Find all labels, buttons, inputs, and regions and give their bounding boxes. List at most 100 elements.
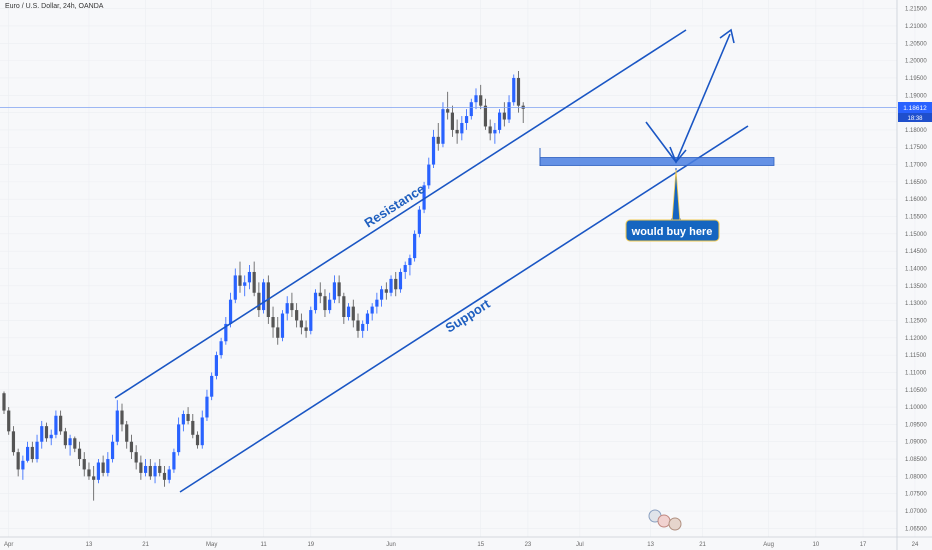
- candle-body: [507, 102, 511, 120]
- candle: [228, 292, 233, 328]
- candle: [370, 303, 374, 321]
- candle-body: [460, 122, 464, 134]
- candle-body: [446, 109, 450, 113]
- candle-body: [44, 426, 49, 439]
- candle: [21, 455, 25, 480]
- candle-body: [26, 446, 30, 461]
- candle: [389, 275, 393, 297]
- time-tick-label: 21: [142, 542, 149, 548]
- event-icons[interactable]: [648, 509, 682, 531]
- candle: [129, 434, 134, 460]
- candle: [35, 434, 39, 463]
- projection-arrow[interactable]: [645, 28, 735, 164]
- candle: [219, 337, 223, 359]
- candle-body: [238, 275, 242, 286]
- candle-body: [7, 410, 11, 432]
- event-icon[interactable]: [668, 517, 682, 531]
- candle-body: [191, 420, 195, 435]
- candle-body: [346, 306, 351, 318]
- candle-body: [323, 296, 327, 311]
- candle: [408, 254, 412, 276]
- candle-body: [252, 271, 256, 293]
- candle: [40, 420, 44, 449]
- price-axis[interactable]: 1.06500 1.07000 1.07500 1.08000 1.08500 1.090…: [896, 0, 927, 550]
- price-badge-value: 1.18612: [903, 105, 927, 112]
- candle: [299, 313, 303, 335]
- candle: [68, 434, 72, 456]
- price-tick-label: 1.13500: [905, 284, 927, 290]
- candle: [11, 426, 16, 456]
- candle-body: [389, 278, 393, 293]
- candle: [328, 292, 332, 314]
- candle-body: [479, 95, 483, 106]
- candle-body: [73, 438, 77, 449]
- candle-body: [82, 459, 86, 470]
- event-icon[interactable]: [657, 514, 671, 528]
- candle: [446, 91, 450, 120]
- candle: [295, 303, 299, 328]
- candle-body: [96, 462, 100, 480]
- candle: [195, 431, 200, 449]
- candle: [139, 455, 143, 480]
- price-tick-label: 1.10500: [905, 388, 927, 394]
- candle-body: [205, 396, 209, 418]
- candle: [436, 122, 440, 151]
- candle: [375, 292, 379, 314]
- time-tick-label: 23: [525, 542, 532, 548]
- price-tick-label: 1.20500: [905, 41, 927, 47]
- price-tick-label: 1.19500: [905, 76, 927, 82]
- candle-body: [299, 320, 303, 328]
- candle: [290, 292, 294, 318]
- candle: [365, 310, 370, 331]
- candle: [398, 268, 403, 293]
- candle: [483, 98, 488, 130]
- candle-body: [110, 441, 115, 460]
- price-tick-label: 1.15500: [905, 215, 927, 221]
- price-tick-label: 1.11500: [905, 353, 927, 359]
- candle-body: [200, 417, 204, 446]
- time-tick-label: 10: [812, 542, 819, 548]
- candle: [498, 109, 502, 134]
- candle-body: [125, 424, 129, 442]
- time-axis[interactable]: Apr1321May1119Jun1523Jul1321Aug101724Sep…: [0, 536, 932, 548]
- candle: [30, 441, 34, 463]
- candle-body: [332, 282, 336, 300]
- candle: [332, 275, 336, 304]
- candle: [431, 129, 436, 169]
- candle-body: [129, 441, 134, 453]
- candle-body: [408, 258, 412, 266]
- candle: [186, 407, 190, 425]
- price-tick-label: 1.09500: [905, 422, 927, 428]
- candle-body: [365, 313, 370, 324]
- buy-zone[interactable]: [539, 157, 775, 166]
- time-tick-label: May: [206, 542, 217, 548]
- candle-body: [224, 323, 228, 342]
- candle-body: [120, 410, 124, 425]
- candle-body: [342, 296, 346, 318]
- candle: [309, 306, 313, 335]
- candle-body: [304, 327, 308, 331]
- price-tick-label: 1.11000: [905, 370, 927, 376]
- candle-body: [498, 112, 502, 130]
- candle-body: [68, 438, 72, 446]
- candle: [474, 88, 478, 110]
- time-tick-label: Apr: [4, 542, 13, 548]
- price-tick-label: 1.14500: [905, 249, 927, 255]
- candle: [479, 84, 483, 110]
- candle: [106, 452, 110, 477]
- callout[interactable]: would buy here: [625, 168, 720, 242]
- candle: [200, 410, 204, 449]
- candle: [323, 289, 327, 318]
- resistance-line[interactable]: [114, 29, 687, 399]
- candle: [214, 351, 218, 380]
- candle-body: [54, 415, 58, 435]
- candle-body: [134, 452, 138, 463]
- candle-body: [417, 209, 421, 234]
- candle-body: [351, 306, 355, 321]
- candle: [167, 465, 171, 484]
- support-line[interactable]: [179, 125, 749, 493]
- candle-body: [375, 299, 379, 307]
- candle: [177, 417, 181, 456]
